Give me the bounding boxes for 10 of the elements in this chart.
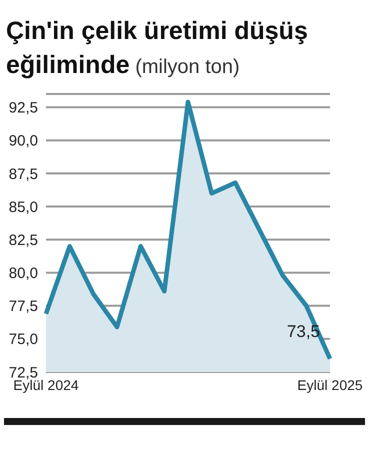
y-tick-label: 85,0 (8, 198, 38, 216)
y-tick-label: 80,0 (8, 265, 38, 282)
y-tick-label: 77,5 (8, 298, 38, 316)
y-tick-label: 92,5 (8, 100, 38, 117)
chart-subtitle: (milyon ton) (134, 56, 240, 78)
y-tick-label: 87,5 (8, 166, 38, 183)
y-tick-label: 75,0 (8, 331, 38, 348)
y-tick-label: 90,0 (8, 132, 38, 150)
x-tick-label: Eylül 2025 (297, 376, 363, 393)
y-tick-label: 82,5 (8, 232, 38, 249)
